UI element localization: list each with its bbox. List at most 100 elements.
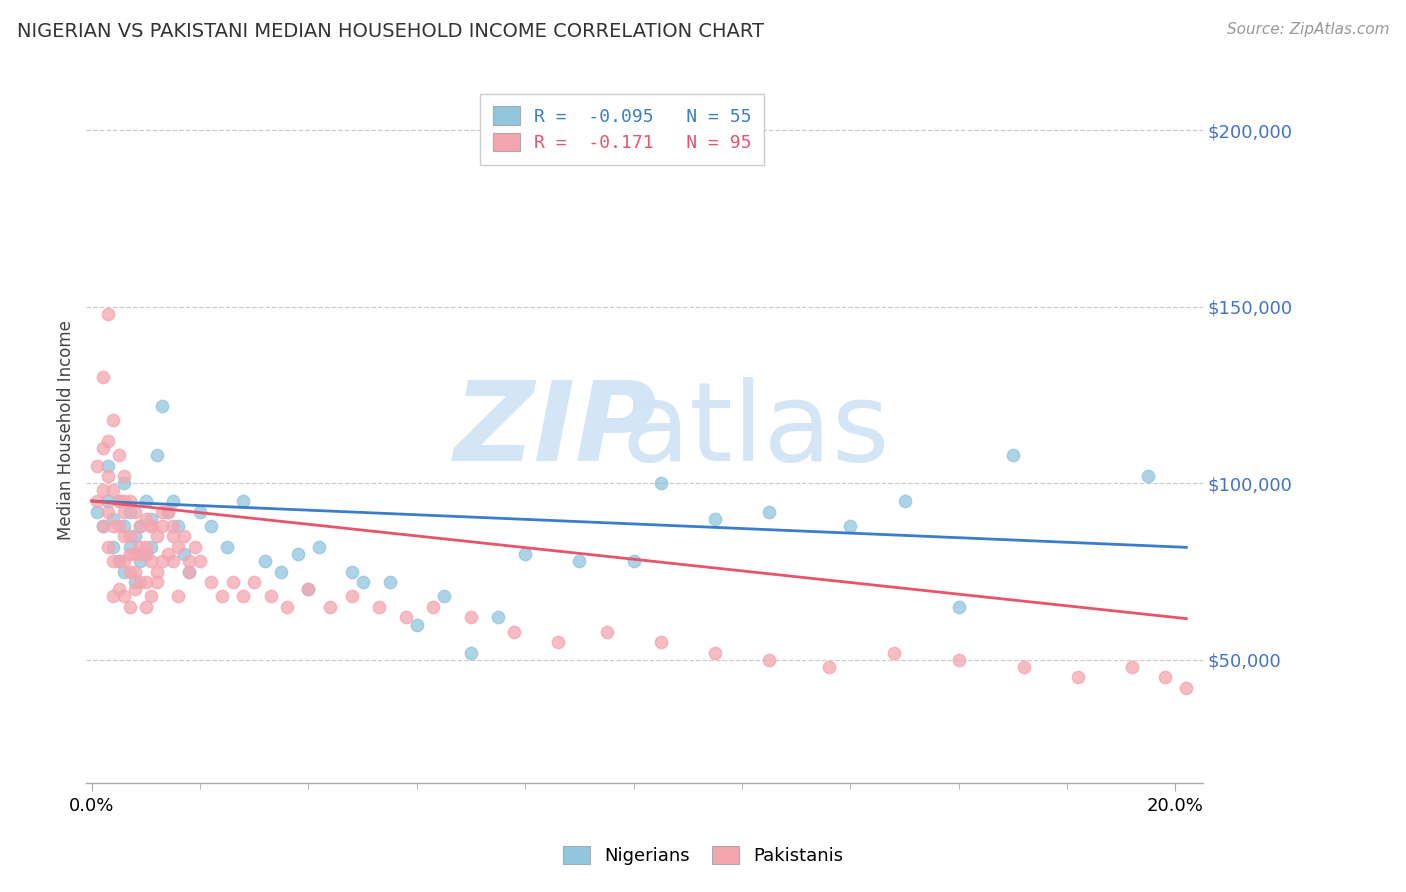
Point [150, 399, 173, 413]
Point [367, 599, 389, 614]
Point [124, 575, 146, 590]
Point [948, 653, 970, 667]
Point [91, 518, 114, 533]
Point [103, 518, 125, 533]
Point [200, 518, 222, 533]
Point [460, 610, 482, 624]
Point [232, 494, 254, 508]
Point [118, 565, 141, 579]
Point [124, 582, 146, 597]
Point [112, 505, 135, 519]
Point [103, 554, 125, 568]
Text: NIGERIAN VS PAKISTANI MEDIAN HOUSEHOLD INCOME CORRELATION CHART: NIGERIAN VS PAKISTANI MEDIAN HOUSEHOLD I… [17, 22, 763, 41]
Point [352, 575, 374, 590]
Point [97, 307, 120, 321]
Point [243, 575, 266, 590]
Point [135, 547, 157, 561]
Point [150, 518, 173, 533]
Point [405, 617, 427, 632]
Point [86, 458, 108, 473]
Point [129, 518, 152, 533]
Point [129, 540, 152, 554]
Point [103, 483, 125, 498]
Point [595, 624, 617, 639]
Point [254, 554, 277, 568]
Point [221, 575, 243, 590]
Point [129, 547, 152, 561]
Point [650, 476, 672, 491]
Point [112, 469, 135, 483]
Point [135, 540, 157, 554]
Point [276, 599, 298, 614]
Point [179, 565, 201, 579]
Point [433, 589, 456, 603]
Point [129, 554, 152, 568]
Point [91, 370, 114, 384]
Point [107, 494, 129, 508]
Point [135, 511, 157, 525]
Point [162, 494, 184, 508]
Point [179, 565, 201, 579]
Point [340, 565, 363, 579]
Point [145, 565, 167, 579]
Point [156, 505, 179, 519]
Point [515, 547, 537, 561]
Point [948, 599, 970, 614]
Point [568, 554, 591, 568]
Point [135, 575, 157, 590]
Point [107, 518, 129, 533]
Point [179, 554, 201, 568]
Point [839, 518, 862, 533]
Point [103, 589, 125, 603]
Point [156, 547, 179, 561]
Point [167, 589, 190, 603]
Point [1067, 671, 1090, 685]
Point [112, 554, 135, 568]
Point [308, 540, 330, 554]
Point [758, 505, 780, 519]
Point [650, 635, 672, 649]
Text: Source: ZipAtlas.com: Source: ZipAtlas.com [1226, 22, 1389, 37]
Point [141, 518, 163, 533]
Point [547, 635, 569, 649]
Point [145, 529, 167, 543]
Point [703, 511, 725, 525]
Point [107, 554, 129, 568]
Point [103, 413, 125, 427]
Point [129, 575, 152, 590]
Point [173, 529, 195, 543]
Point [395, 610, 418, 624]
Point [118, 599, 141, 614]
Point [112, 476, 135, 491]
Point [112, 518, 135, 533]
Point [297, 582, 319, 597]
Point [758, 653, 780, 667]
Point [211, 589, 233, 603]
Point [232, 589, 254, 603]
Point [124, 529, 146, 543]
Point [97, 540, 120, 554]
Point [103, 511, 125, 525]
Point [112, 565, 135, 579]
Point [486, 610, 509, 624]
Point [118, 494, 141, 508]
Legend: Nigerians, Pakistanis: Nigerians, Pakistanis [555, 838, 851, 872]
Point [259, 589, 281, 603]
Text: ZIP: ZIP [453, 377, 657, 483]
Point [703, 646, 725, 660]
Point [270, 565, 292, 579]
Point [503, 624, 526, 639]
Point [1001, 448, 1024, 462]
Point [118, 529, 141, 543]
Point [1121, 660, 1143, 674]
Point [150, 554, 173, 568]
Point [141, 518, 163, 533]
Text: atlas: atlas [621, 377, 890, 483]
Point [162, 529, 184, 543]
Point [124, 565, 146, 579]
Point [162, 518, 184, 533]
Point [1175, 681, 1198, 695]
Point [145, 575, 167, 590]
Point [145, 448, 167, 462]
Point [188, 505, 211, 519]
